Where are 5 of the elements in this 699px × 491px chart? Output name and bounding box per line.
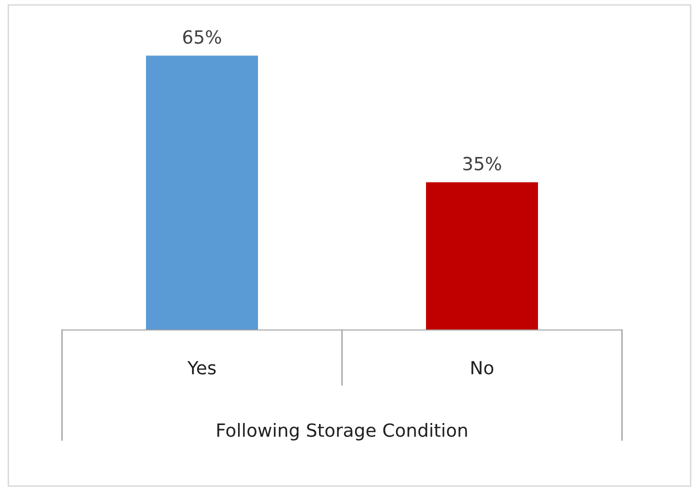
data-label: 65%	[183, 30, 222, 44]
data-label: 35%	[463, 156, 502, 170]
x-tick-label: Yes	[187, 361, 216, 375]
x-axis-title: Following Storage Condition	[217, 423, 467, 440]
x-tick-label: No	[471, 361, 494, 375]
